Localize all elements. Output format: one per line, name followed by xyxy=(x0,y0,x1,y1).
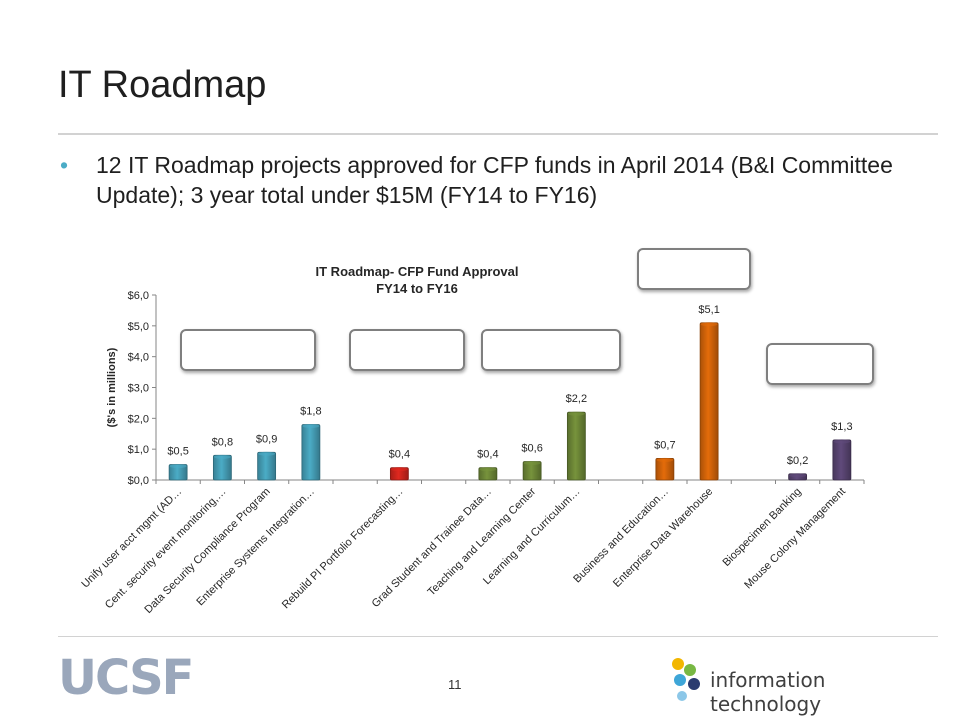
bar-cap xyxy=(213,454,231,459)
chart-title: IT Roadmap- CFP Fund Approval xyxy=(316,264,519,279)
y-tick-label: $6,0 xyxy=(128,290,149,302)
callout-business: Business: $0.4M xyxy=(349,329,465,371)
bullet-text: 12 IT Roadmap projects approved for CFP … xyxy=(96,152,893,208)
data-label: $0,7 xyxy=(654,439,675,451)
bar-architecture xyxy=(257,451,277,481)
data-label: $0,5 xyxy=(167,446,188,458)
bar-cap xyxy=(656,457,674,462)
bar-architecture xyxy=(212,454,232,481)
page-number: 11 xyxy=(448,677,462,692)
y-tick-label: $3,0 xyxy=(128,383,149,395)
callout-edw-label: EDW: xyxy=(675,253,713,269)
callout-education: Education: $3.2M xyxy=(481,329,621,371)
bar-cap xyxy=(523,461,541,465)
it-logo-text: information technology xyxy=(710,668,826,716)
callout-research: Research: $1.5M xyxy=(766,343,874,385)
bar-edw xyxy=(699,322,719,481)
bar-research xyxy=(832,439,852,481)
callout-architecture-label: Architecture: xyxy=(204,334,292,350)
callout-business-label: Business: xyxy=(373,334,441,350)
it-logo-dots-icon xyxy=(672,658,700,701)
bullet-point: • 12 IT Roadmap projects approved for CF… xyxy=(60,150,920,210)
bar-chart: IT Roadmap- CFP Fund Approval FY14 to FY1… xyxy=(79,264,865,616)
chart-subtitle: FY14 to FY16 xyxy=(376,281,458,296)
bar-cap xyxy=(833,439,851,444)
callout-architecture-value: $4M xyxy=(234,351,262,367)
y-axis-label: ($'s in millions) xyxy=(106,347,118,427)
slide-title: IT Roadmap xyxy=(58,64,267,106)
data-label: $0,4 xyxy=(389,449,410,461)
callout-education-value: $3.2M xyxy=(531,351,571,367)
ucsf-logo: UCSF xyxy=(58,650,194,706)
data-label: $0,6 xyxy=(521,443,542,455)
callout-edw: EDW: $5.8M xyxy=(637,248,751,290)
data-label: $5,1 xyxy=(698,304,719,316)
bar-architecture xyxy=(301,424,321,481)
bar-cap xyxy=(567,411,585,416)
bullet-marker: • xyxy=(60,152,69,178)
bar-cap xyxy=(789,473,807,478)
category-label: Biospecimen Banking xyxy=(720,486,803,569)
category-label: Learning and Curriculum… xyxy=(481,486,582,587)
footer-divider xyxy=(58,636,938,637)
data-label: $0,4 xyxy=(477,449,498,461)
bar-cap xyxy=(302,424,320,428)
bar-cap xyxy=(169,464,187,469)
bar-cap xyxy=(700,322,718,327)
callout-research-value: $1.5M xyxy=(800,365,840,381)
data-label: $0,2 xyxy=(787,455,808,467)
information-technology-logo: information technology xyxy=(668,654,928,716)
y-tick-label: $4,0 xyxy=(128,352,149,364)
callout-business-value: $0.4M xyxy=(387,351,427,367)
title-divider xyxy=(58,133,938,135)
bar-cap xyxy=(258,451,276,456)
data-label: $1,8 xyxy=(300,406,321,418)
y-tick-label: $1,0 xyxy=(128,444,149,456)
data-label: $2,2 xyxy=(566,393,587,405)
data-label: $0,9 xyxy=(256,433,277,445)
y-tick-label: $0,0 xyxy=(128,475,149,487)
bar-education xyxy=(566,411,586,481)
data-label: $1,3 xyxy=(831,421,852,433)
callout-research-label: Research: xyxy=(786,348,854,364)
callout-edw-value: $5.8M xyxy=(674,270,714,286)
bar-cap xyxy=(390,467,408,472)
callout-architecture: Architecture: $4M xyxy=(180,329,316,371)
bar-cap xyxy=(479,467,497,472)
callout-education-label: Education: xyxy=(514,334,588,350)
y-tick-label: $2,0 xyxy=(128,413,149,425)
data-label: $0,8 xyxy=(212,436,233,448)
y-tick-label: $5,0 xyxy=(128,321,149,333)
ucsf-logo-text: UCSF xyxy=(58,650,194,706)
